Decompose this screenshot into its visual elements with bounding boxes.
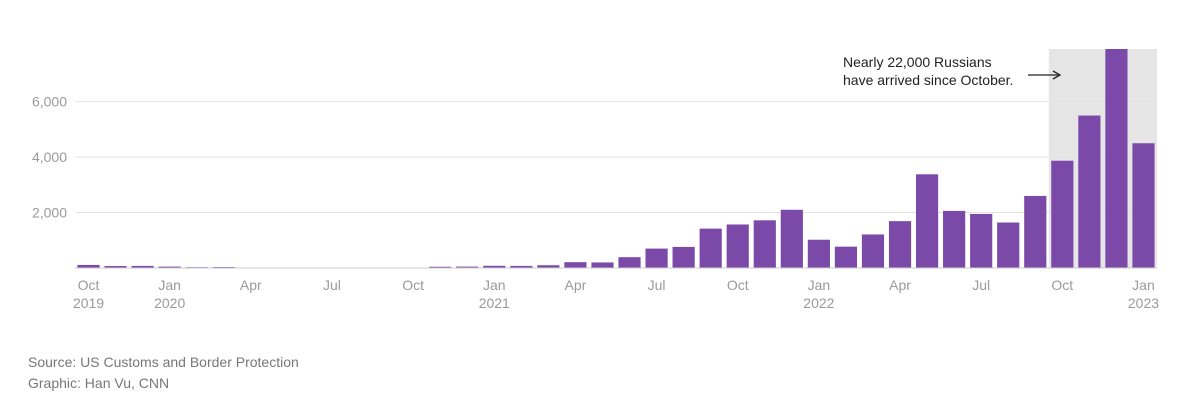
x-tick-label: Oct xyxy=(727,277,749,293)
bar xyxy=(483,265,506,268)
x-tick-label: Jan xyxy=(158,277,181,293)
bar xyxy=(726,224,749,268)
x-tick-label: Jan xyxy=(1132,277,1155,293)
graphic-credit: Graphic: Han Vu, CNN xyxy=(28,375,170,391)
chart-annotation: Nearly 22,000 Russians have arrived sinc… xyxy=(843,54,1014,88)
bar xyxy=(970,213,993,268)
bars xyxy=(77,49,1155,268)
x-tick-year-label: 2020 xyxy=(154,295,185,311)
bar xyxy=(780,209,803,268)
bar xyxy=(77,264,100,268)
bar xyxy=(1024,195,1047,268)
x-tick-label: Apr xyxy=(240,277,262,293)
bar xyxy=(564,262,587,268)
y-tick-label: 4,000 xyxy=(32,149,67,165)
bar xyxy=(158,266,181,268)
arrow-head-icon xyxy=(1052,70,1062,80)
x-tick-label: Oct xyxy=(402,277,424,293)
x-tick-label: Jul xyxy=(323,277,341,293)
bar xyxy=(672,246,695,268)
bar xyxy=(699,228,722,268)
x-tick-label: Jul xyxy=(648,277,666,293)
gridlines: 2,000 4,000 6,000 xyxy=(32,94,1157,221)
bar xyxy=(1078,115,1101,268)
x-tick-label: Oct xyxy=(78,277,100,293)
annotation-arrow xyxy=(1028,70,1062,80)
bar xyxy=(510,265,533,268)
bar xyxy=(537,265,560,268)
x-tick-year-label: 2019 xyxy=(73,295,104,311)
source-note: Source: US Customs and Border Protection xyxy=(28,354,299,370)
bar xyxy=(131,265,154,268)
bar-chart: 2,000 4,000 6,000 Oct 2019 Jan 2020 Apr Jul Oct J… xyxy=(32,49,1159,311)
bar xyxy=(915,174,939,268)
x-tick-label: Jan xyxy=(483,277,506,293)
bar xyxy=(753,220,776,268)
bar xyxy=(104,266,127,268)
x-tick-label: Jul xyxy=(972,277,990,293)
bar xyxy=(888,221,912,268)
x-tick-label: Apr xyxy=(889,277,911,293)
bar xyxy=(943,210,966,268)
bar xyxy=(645,248,668,268)
bar xyxy=(997,222,1020,268)
bar xyxy=(1051,160,1074,268)
x-tick-year-label: 2022 xyxy=(803,295,834,311)
axes: Oct 2019 Jan 2020 Apr Jul Oct Jan 2021 Apr Jul Oct J… xyxy=(73,267,1159,311)
x-tick-label: Jan xyxy=(808,277,831,293)
bar xyxy=(861,234,885,268)
x-tick-year-label: 2021 xyxy=(479,295,510,311)
bar xyxy=(807,239,830,268)
y-tick-label: 2,000 xyxy=(32,205,67,221)
y-tick-label: 6,000 xyxy=(32,94,67,110)
x-tick-label: Apr xyxy=(565,277,587,293)
bar xyxy=(429,266,452,268)
bar xyxy=(1132,143,1155,268)
x-tick-year-label: 2023 xyxy=(1128,295,1159,311)
x-tick-label: Oct xyxy=(1051,277,1073,293)
bar xyxy=(591,262,614,268)
bar xyxy=(1105,49,1128,268)
bar xyxy=(456,266,479,268)
bar xyxy=(618,257,641,268)
bar xyxy=(834,246,858,268)
